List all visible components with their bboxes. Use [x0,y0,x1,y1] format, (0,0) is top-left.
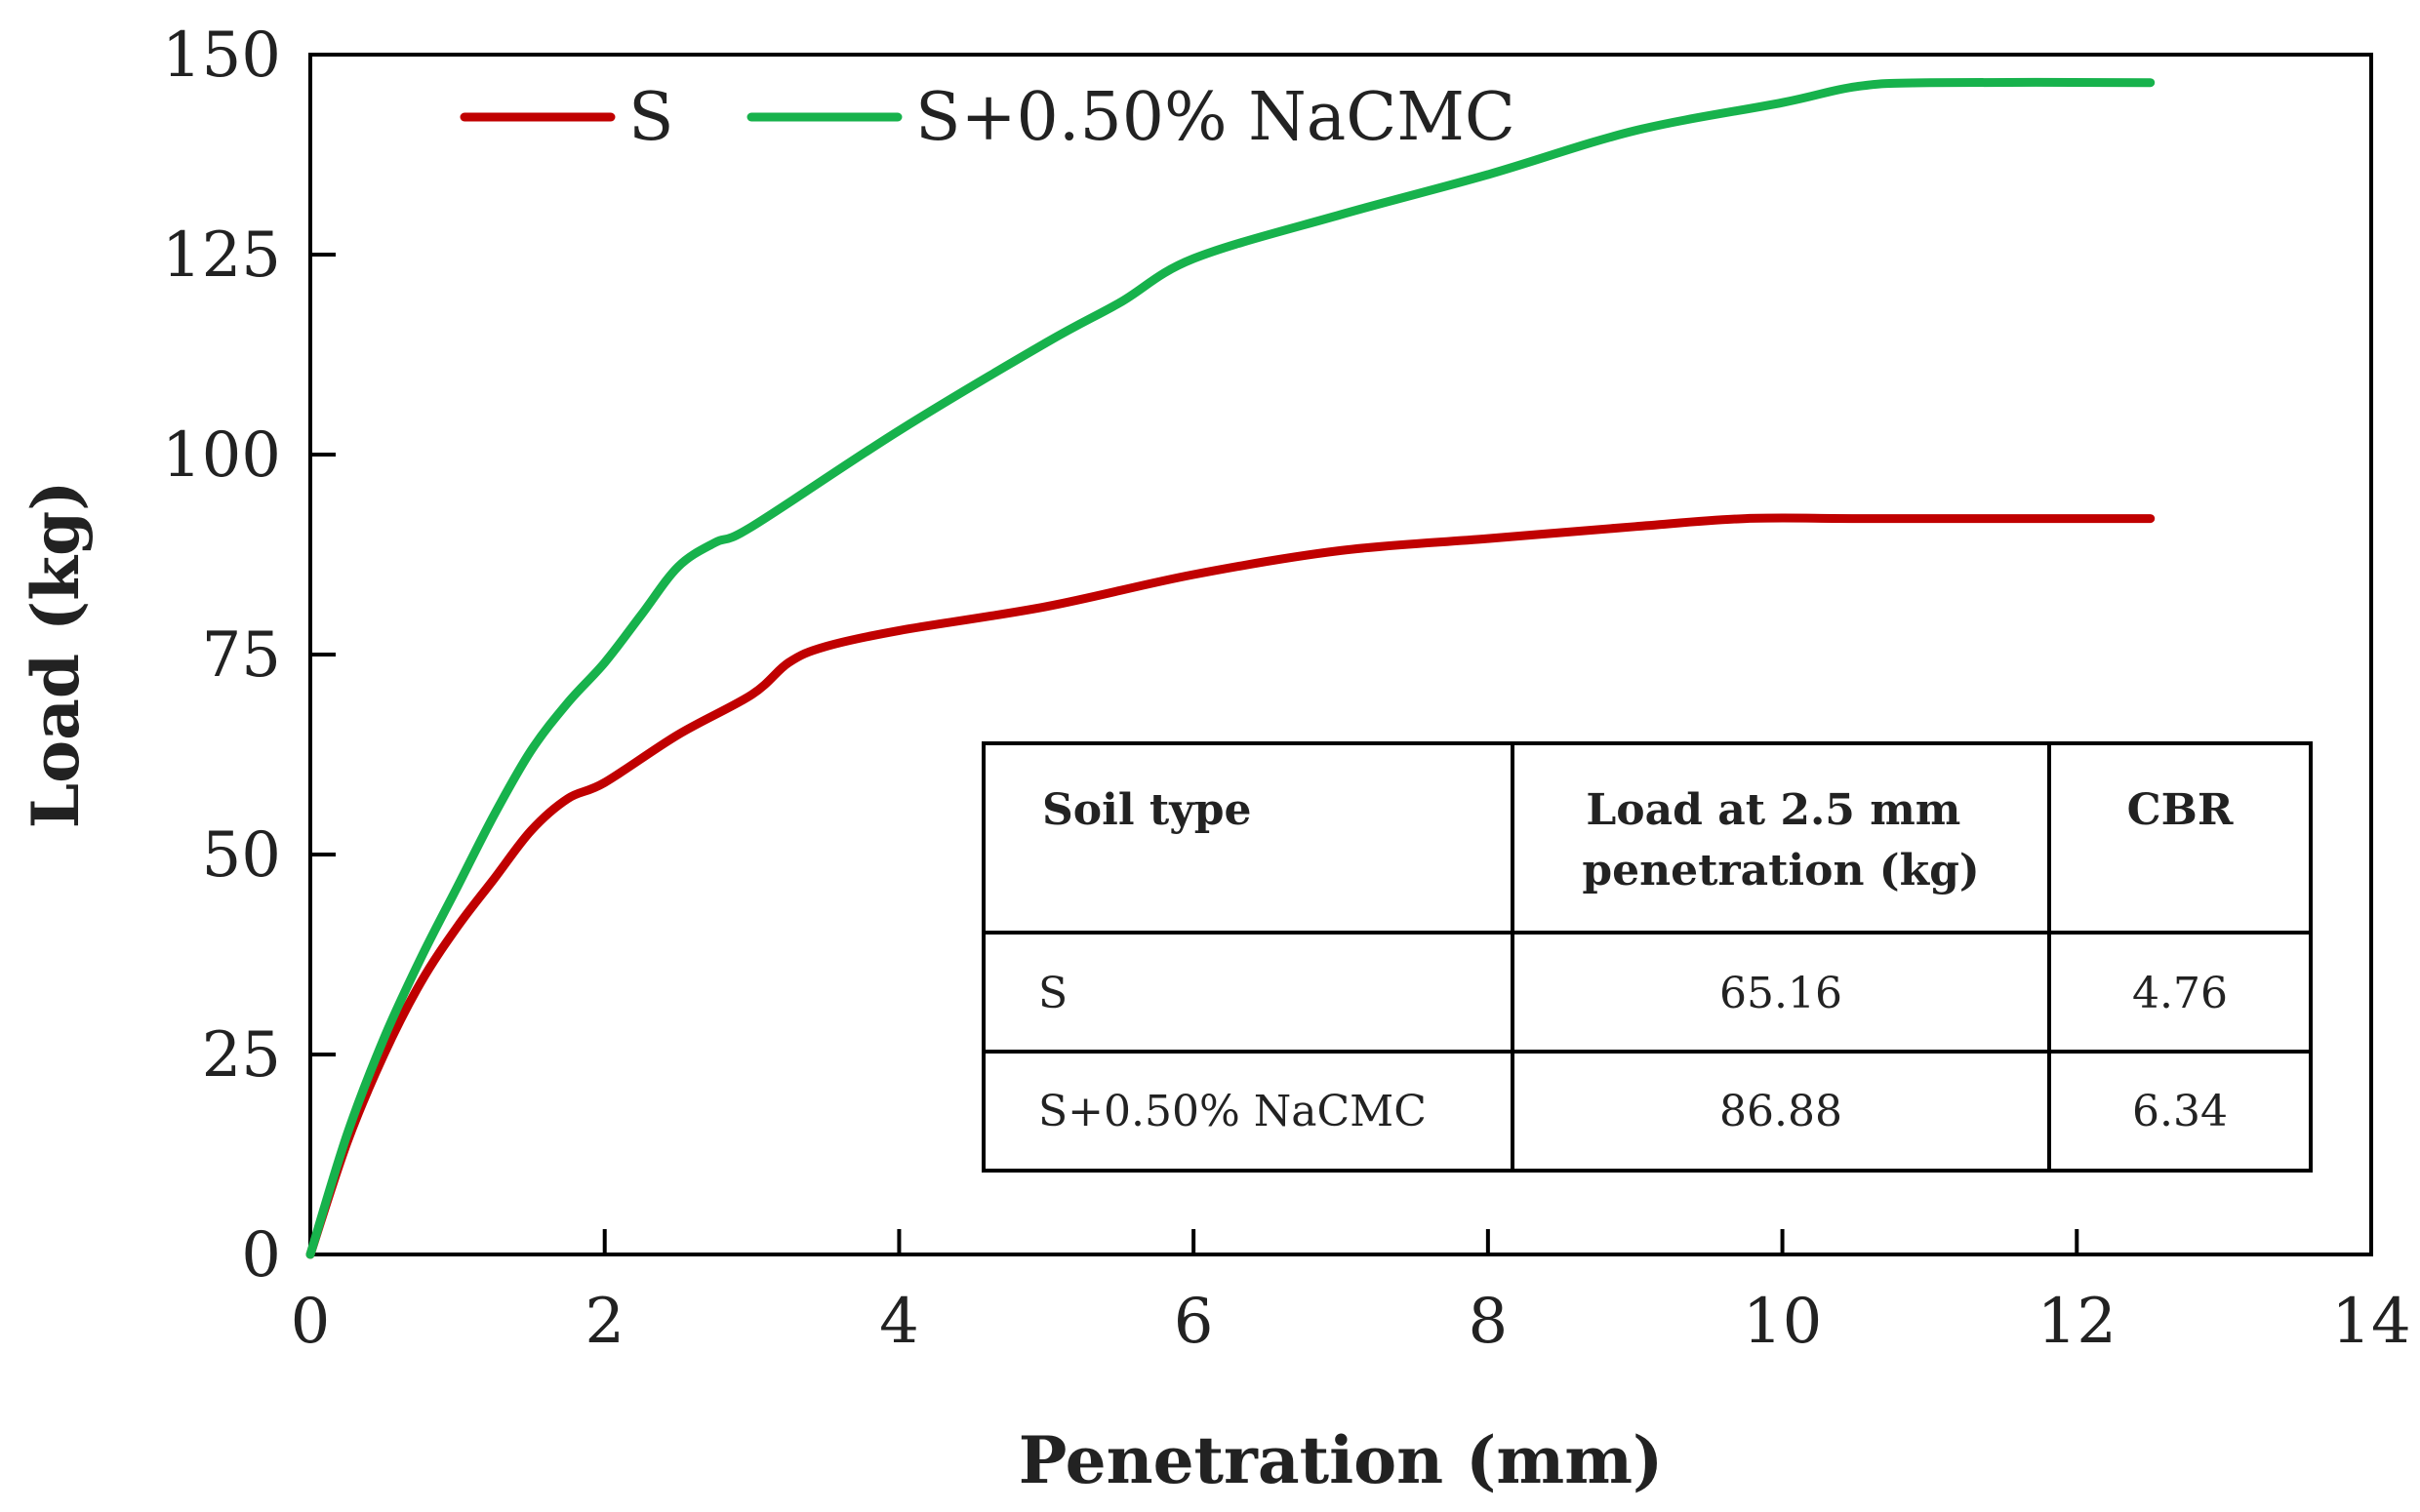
series-line-s [305,513,2156,1259]
inset-table-row-1-soil-type: S [1038,969,1068,1018]
y-tick-label: 125 [162,219,281,292]
x-tick-label: 0 [291,1286,331,1358]
y-axis-title: Load (kg) [18,481,94,829]
inset-table-header-cbr: CBR [2127,785,2234,835]
x-tick-label: 8 [1468,1286,1508,1358]
x-tick-label: 12 [2037,1286,2117,1358]
x-axis-ticks: 0 2 4 6 8 10 12 14 [291,1229,2411,1358]
inset-table: Soil type Load at 2.5 mm penetration (kg… [982,741,2313,1173]
inset-table-row-2-soil-type: S+0.50% NaCMC [1038,1087,1427,1136]
inset-table-row-2-load: 86.88 [1719,1087,1842,1136]
x-tick-label: 10 [1743,1286,1822,1358]
y-tick-label: 100 [162,419,281,492]
inset-table-header-load: Load at 2.5 mm penetration (kg) [1582,785,1979,895]
legend-label-s: S [628,79,674,156]
inset-table-row-1-cbr: 4.76 [2132,969,2228,1018]
y-tick-label: 25 [202,1019,281,1092]
inset-table-row-2-cbr: 6.34 [2132,1087,2228,1136]
x-tick-label: 14 [2331,1286,2410,1358]
y-tick-label: 150 [162,20,281,92]
inset-table-header-soil-type: Soil type [1042,785,1252,835]
x-tick-label: 4 [879,1286,919,1358]
inset-table-row-1-load: 65.16 [1719,969,1842,1018]
inset-table-header-load-line-1: Load at 2.5 mm [1586,785,1960,835]
legend-label-s-nacmc: S+0.50% NaCMC [915,79,1515,156]
series-line-s-nacmc [305,77,2156,1259]
y-tick-label: 0 [241,1219,281,1292]
inset-table-header-load-line-2: penetration (kg) [1582,846,1979,895]
legend: S S+0.50% NaCMC [460,79,1515,156]
y-tick-label: 75 [202,619,281,692]
x-axis-title: Penetration (mm) [1019,1422,1664,1498]
y-tick-label: 50 [202,819,281,892]
inset-table-frame [982,741,2313,1173]
x-tick-label: 6 [1174,1286,1214,1358]
series-layer [305,77,2156,1259]
y-axis-ticks: 0 25 50 75 100 125 150 [162,20,336,1292]
x-tick-label: 2 [585,1286,625,1358]
